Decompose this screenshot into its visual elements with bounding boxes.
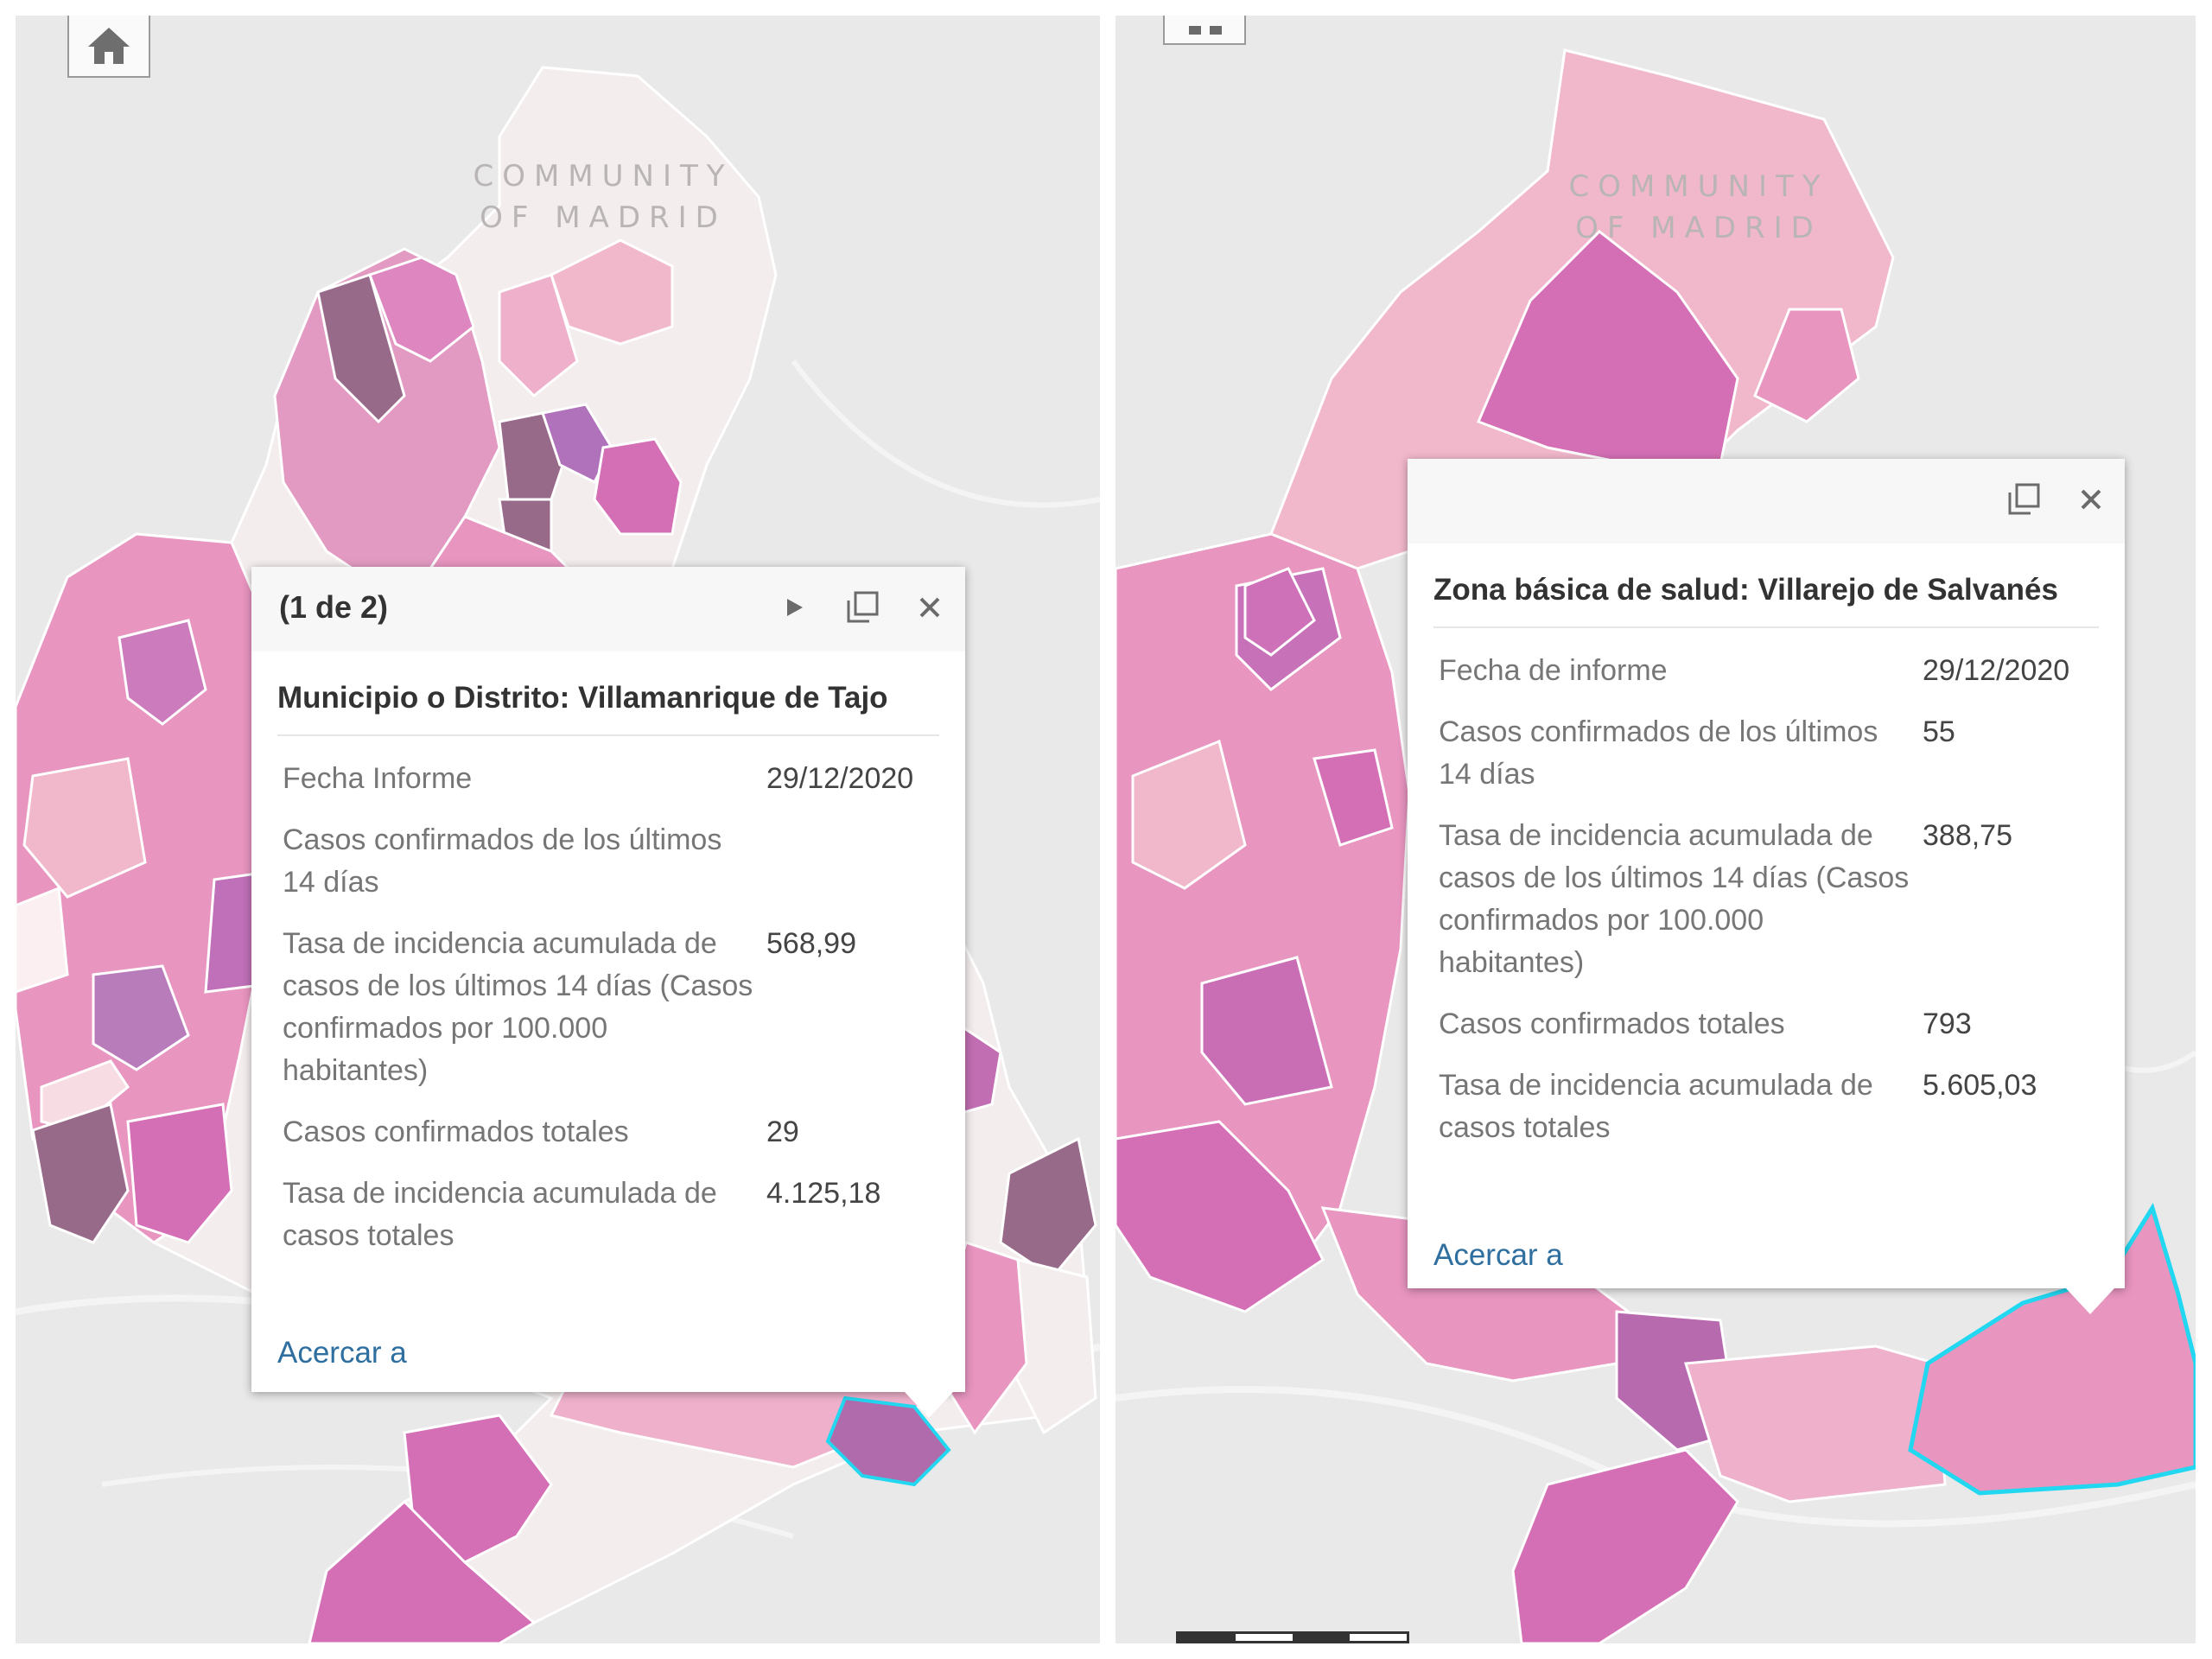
attribute-label: Fecha Informe: [283, 762, 473, 795]
attribute-value: 5.605,03: [1923, 1069, 2037, 1102]
next-feature-button[interactable]: [773, 586, 817, 629]
table-row: Fecha Informe 29/12/2020: [277, 748, 918, 810]
popup-header: [1408, 459, 2125, 543]
close-icon: [2081, 489, 2101, 510]
attribute-label: Tasa de incidencia acumulada de casos de…: [283, 927, 753, 1087]
play-arrow-icon: [787, 599, 803, 616]
popup-title: Zona básica de salud: Villarejo de Salva…: [1433, 573, 2099, 628]
attribute-label: Casos confirmados totales: [283, 1116, 629, 1148]
table-row: Fecha de informe 29/12/2020: [1433, 640, 2075, 702]
info-popup-left: (1 de 2) Municipio o Distrito: Villamanr…: [251, 567, 965, 1418]
attribute-label: Fecha de informe: [1439, 654, 1668, 687]
attribute-value: 388,75: [1923, 819, 2012, 852]
popup-pointer: [905, 1392, 953, 1418]
attribute-value: 29/12/2020: [766, 762, 914, 795]
attribute-table: Fecha de informe 29/12/2020 Casos confir…: [1433, 640, 2075, 1159]
table-row: Casos confirmados totales 29: [277, 1102, 918, 1163]
attribute-label: Casos confirmados de los últimos 14 días: [283, 823, 722, 899]
maximize-icon: [2008, 483, 2040, 515]
table-row: Tasa de incidencia acumulada de casos to…: [1433, 1055, 2075, 1159]
maximize-button[interactable]: [841, 586, 884, 629]
attribute-label: Casos confirmados totales: [1439, 1007, 1785, 1040]
attribute-label: Casos confirmados de los últimos 14 días: [1439, 715, 1878, 791]
map-canvas-right[interactable]: [1116, 16, 2196, 1643]
region-label-left: COMMUNITY OF MADRID: [473, 159, 734, 235]
table-row: Tasa de incidencia acumulada de casos to…: [277, 1163, 918, 1267]
home-button[interactable]: [67, 16, 150, 78]
table-row: Casos confirmados de los últimos 14 días: [277, 810, 918, 913]
attribute-label: Tasa de incidencia acumulada de casos to…: [283, 1177, 717, 1252]
grid-icon: [1189, 26, 1201, 35]
zoom-to-link[interactable]: Acercar a: [277, 1336, 407, 1370]
table-row: Casos confirmados totales 793: [1433, 994, 2075, 1055]
info-popup-right: Zona básica de salud: Villarejo de Salva…: [1408, 459, 2125, 1314]
close-icon: [919, 597, 940, 618]
popup-pointer: [2066, 1288, 2114, 1314]
region-label-right: COMMUNITY OF MADRID: [1568, 169, 1829, 245]
grid-button[interactable]: [1163, 16, 1246, 45]
attribute-value: 55: [1923, 715, 1955, 748]
attribute-value: 29/12/2020: [1923, 654, 2070, 687]
maximize-button[interactable]: [2002, 478, 2045, 521]
close-button[interactable]: [2069, 478, 2113, 521]
maximize-icon: [847, 591, 879, 623]
table-row: Tasa de incidencia acumulada de casos de…: [277, 913, 918, 1102]
close-button[interactable]: [908, 586, 951, 629]
attribute-value: 29: [766, 1116, 799, 1148]
attribute-value: [761, 810, 918, 913]
popup-title: Municipio o Distrito: Villamanrique de T…: [277, 681, 939, 736]
attribute-label: Tasa de incidencia acumulada de casos de…: [1439, 819, 1910, 979]
popup-pager: (1 de 2): [279, 589, 389, 625]
table-row: Casos confirmados de los últimos 14 días…: [1433, 702, 2075, 805]
popup-header: (1 de 2): [251, 567, 965, 652]
attribute-table: Fecha Informe 29/12/2020 Casos confirmad…: [277, 748, 918, 1267]
attribute-label: Tasa de incidencia acumulada de casos to…: [1439, 1069, 1873, 1144]
attribute-value: 793: [1923, 1007, 1972, 1040]
zoom-to-link[interactable]: Acercar a: [1433, 1238, 1563, 1272]
table-row: Tasa de incidencia acumulada de casos de…: [1433, 805, 2075, 994]
home-icon: [88, 28, 130, 64]
attribute-value: 568,99: [766, 927, 856, 960]
scale-bar: [1176, 1631, 1409, 1643]
attribute-value: 4.125,18: [766, 1177, 881, 1210]
